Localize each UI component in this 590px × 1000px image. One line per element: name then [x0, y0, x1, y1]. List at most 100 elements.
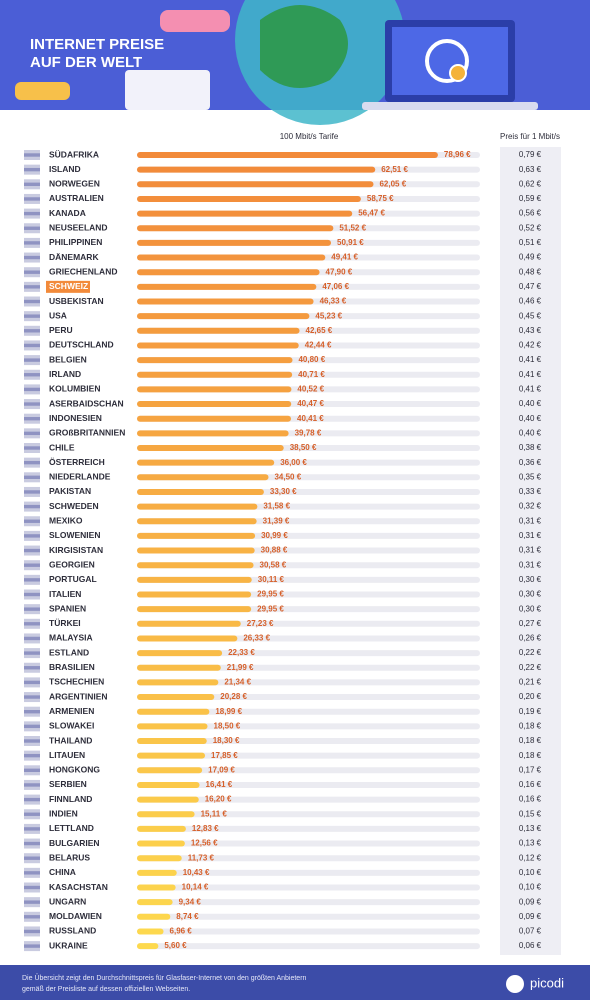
bar [137, 474, 269, 481]
bar [137, 869, 177, 876]
bar [137, 239, 332, 246]
continent [260, 5, 348, 88]
value-label: 40,71 € [298, 370, 325, 379]
value-label: 78,96 € [444, 150, 471, 159]
bar [137, 694, 215, 701]
bar [137, 855, 182, 862]
category-label: KANADA [49, 208, 86, 218]
value-label: 12,56 € [191, 839, 218, 848]
bar [137, 225, 334, 232]
bar [137, 166, 376, 173]
category-label: BULGARIEN [49, 838, 100, 848]
price-label: 0,32 € [519, 502, 542, 511]
value-label: 58,75 € [367, 194, 394, 203]
bar [137, 650, 223, 657]
category-label: NORWEGEN [49, 179, 100, 189]
laptop-base [362, 102, 538, 110]
value-label: 33,30 € [270, 487, 297, 496]
brand: picodi [530, 975, 564, 990]
bar-track [137, 723, 480, 730]
price-label: 0,59 € [519, 194, 542, 203]
price-label: 0,21 € [519, 678, 542, 687]
bar [137, 884, 176, 891]
price-label: 0,52 € [519, 223, 542, 232]
category-label: ASERBAIDSCHAN [49, 398, 124, 408]
flag-stripe [24, 402, 40, 406]
price-label: 0,62 € [519, 179, 542, 188]
bar [137, 738, 207, 744]
value-label: 17,85 € [211, 751, 238, 760]
price-label: 0,10 € [519, 883, 542, 892]
flag-stripe [24, 871, 40, 875]
value-label: 9,34 € [179, 897, 202, 906]
value-label: 30,58 € [260, 560, 287, 569]
flag-stripe [24, 680, 40, 685]
bar-track [137, 679, 480, 686]
footer-text: Die Übersicht zeigt den Durchschnittspre… [22, 974, 307, 982]
bar-track [137, 796, 480, 803]
price-label: 0,18 € [519, 721, 542, 730]
value-label: 18,99 € [215, 707, 242, 716]
value-label: 40,41 € [297, 414, 324, 423]
price-label: 0,17 € [519, 765, 542, 774]
category-label: FINNLAND [49, 794, 92, 804]
bar [137, 606, 252, 613]
value-label: 16,41 € [206, 780, 233, 789]
flag-stripe [24, 241, 40, 245]
value-label: 38,50 € [290, 443, 317, 452]
category-label: GEORGIEN [49, 559, 95, 569]
category-label: UKRAINE [49, 940, 88, 950]
flag-stripe [24, 607, 40, 611]
price-label: 0,16 € [519, 780, 542, 789]
bar [137, 635, 238, 642]
value-label: 42,44 € [305, 341, 332, 350]
value-label: 62,05 € [379, 179, 406, 188]
flag-stripe [24, 548, 40, 553]
flag-stripe [24, 841, 40, 846]
value-label: 26,33 € [243, 634, 270, 643]
value-label: 5,60 € [164, 941, 187, 950]
category-label: SCHWEDEN [49, 501, 99, 511]
flag-stripe [24, 387, 40, 392]
value-label: 8,74 € [176, 912, 199, 921]
value-label: 29,95 € [257, 604, 284, 613]
value-label: 21,34 € [224, 678, 251, 687]
category-label: MALAYSIA [49, 633, 93, 643]
value-label: 30,11 € [258, 575, 285, 584]
value-label: 18,30 € [213, 736, 240, 745]
value-label: 34,50 € [274, 472, 301, 481]
category-label: AUSTRALIEN [49, 193, 104, 203]
flag-stripe [24, 812, 40, 816]
category-label: NIEDERLANDE [49, 472, 111, 482]
category-label: NEUSEELAND [49, 223, 108, 233]
category-label: PERU [49, 325, 73, 335]
flag-stripe [24, 739, 40, 743]
category-label: LETTLAND [49, 823, 94, 833]
window [125, 70, 210, 110]
category-label: ISLAND [49, 164, 81, 174]
flag-stripe [24, 475, 40, 479]
bar [137, 679, 219, 686]
value-label: 12,83 € [192, 824, 219, 833]
flag-stripe [24, 622, 40, 626]
bar [137, 327, 300, 334]
price-label: 0,63 € [519, 165, 542, 174]
price-label: 0,13 € [519, 839, 542, 848]
value-label: 40,80 € [298, 355, 325, 364]
price-label: 0,45 € [519, 311, 542, 320]
flag-stripe [24, 929, 40, 934]
price-label: 0,48 € [519, 267, 542, 276]
bar [137, 576, 252, 583]
price-label: 0,18 € [519, 751, 542, 760]
price-label: 0,49 € [519, 253, 542, 262]
footer-text: gemäß der Preisliste auf dessen offiziel… [22, 986, 190, 993]
category-label: PORTUGAL [49, 574, 97, 584]
bar [137, 708, 210, 715]
flag-stripe [24, 797, 40, 802]
value-label: 46,33 € [320, 297, 347, 306]
category-label: SLOWAKEI [49, 721, 94, 731]
bar [137, 928, 164, 935]
bar [137, 459, 275, 466]
bar [137, 532, 256, 539]
